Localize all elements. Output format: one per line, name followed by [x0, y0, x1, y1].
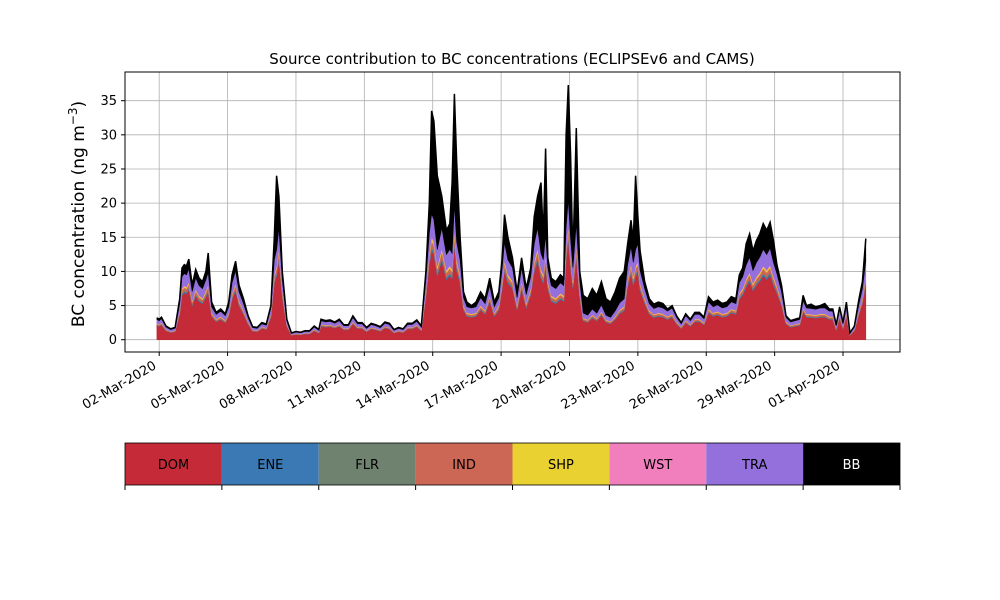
y-tick-label: 0	[109, 333, 117, 348]
axes	[124, 71, 901, 353]
x-tick-label: 11-Mar-2020	[285, 358, 364, 412]
x-tick-label: 26-Mar-2020	[627, 358, 706, 412]
stacked-areas	[156, 84, 867, 340]
legend-label-bb: BB	[843, 458, 861, 473]
legend-colorbar: DOM ENE FLR IND SHP WST TRA BB	[124, 442, 901, 490]
legend-swatch-shp	[512, 443, 610, 485]
legend-label-ene: ENE	[257, 458, 283, 473]
legend-swatch-flr	[318, 443, 416, 485]
x-tick-label: 14-Mar-2020	[354, 358, 433, 412]
y-axis-label: BC concentration (ng m−3)	[66, 101, 89, 327]
legend-label-tra: TRA	[741, 458, 767, 473]
total-outline	[156, 84, 867, 336]
y-tick-label: 25	[100, 162, 117, 177]
chart-title: Source contribution to BC concentrations…	[269, 50, 754, 68]
x-tick-label: 23-Mar-2020	[559, 358, 638, 412]
legend-swatch-bb	[803, 443, 900, 485]
legend-label-shp: SHP	[548, 458, 574, 473]
legend-swatch-ind	[415, 443, 513, 485]
y-axis-ticks: 0 5 10 15 20 25 30 35	[100, 94, 125, 348]
x-axis-ticks: 02-Mar-202005-Mar-202008-Mar-202011-Mar-…	[80, 352, 844, 413]
x-tick-label: 17-Mar-2020	[422, 358, 501, 412]
legend-swatch-dom	[125, 443, 222, 485]
x-tick-label: 20-Mar-2020	[490, 358, 569, 412]
legend-swatch-tra	[706, 443, 804, 485]
y-tick-label: 30	[100, 128, 117, 143]
legend-label-wst: WST	[643, 458, 672, 473]
legend-swatch-ene	[221, 443, 319, 485]
plot-frame	[124, 71, 901, 353]
x-tick-label: 01-Apr-2020	[766, 358, 843, 411]
x-tick-label: 02-Mar-2020	[80, 358, 159, 412]
legend-label-flr: FLR	[355, 458, 379, 473]
x-tick-label: 05-Mar-2020	[148, 358, 227, 412]
y-tick-label: 5	[109, 299, 117, 314]
legend-swatch-wst	[609, 443, 707, 485]
y-tick-label: 20	[100, 197, 117, 212]
y-tick-label: 15	[100, 231, 117, 246]
x-tick-label: 29-Mar-2020	[695, 358, 774, 412]
legend-label-ind: IND	[452, 458, 476, 473]
x-tick-label: 08-Mar-2020	[217, 358, 296, 412]
y-tick-label: 10	[100, 265, 117, 280]
y-tick-label: 35	[100, 94, 117, 109]
legend-label-dom: DOM	[158, 458, 189, 473]
